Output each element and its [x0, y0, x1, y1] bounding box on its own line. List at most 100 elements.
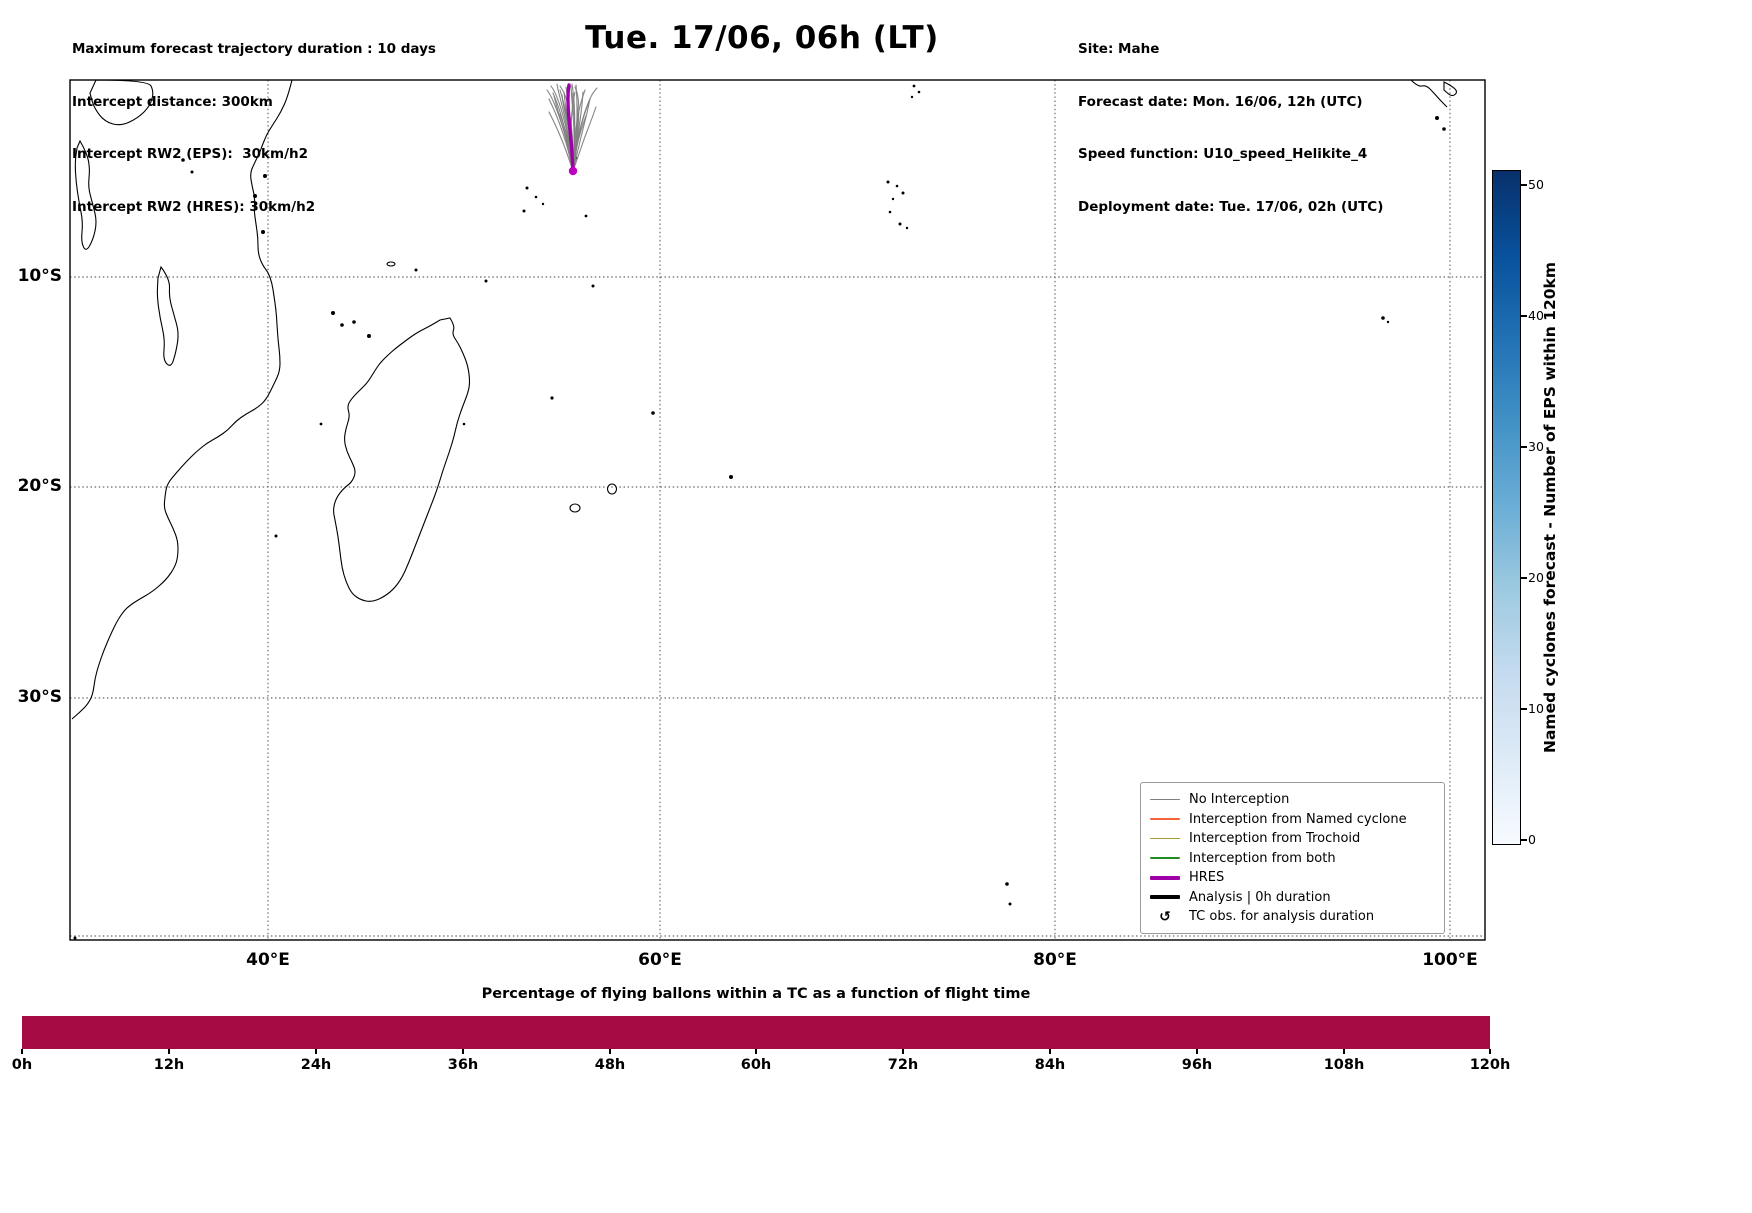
eps-trajectory — [572, 106, 597, 172]
strip-tick-label-5: 60h — [740, 1057, 772, 1073]
landmass-outline — [74, 139, 97, 250]
strip-tick-label-0: 0h — [11, 1057, 33, 1073]
forecast-date-text: Forecast date: Mon. 16/06, 12h (UTC) — [1078, 93, 1363, 110]
legend-line-sample — [1150, 895, 1180, 899]
strip-tick-label-8: 96h — [1181, 1057, 1213, 1073]
strip-tick-mark-0 — [21, 1049, 23, 1054]
island-dot — [895, 184, 899, 188]
colorbar-tick-mark-0 — [1521, 839, 1527, 841]
strip-chart-bar — [22, 1016, 1490, 1049]
colorbar-tick-label-0: 0 — [1528, 832, 1536, 847]
island-dot — [73, 936, 77, 940]
strip-tick-mark-9 — [1343, 1049, 1345, 1054]
island-dot — [414, 268, 418, 272]
island-dot — [891, 197, 895, 201]
island-dot — [253, 194, 257, 198]
colorbar-tick-mark-5 — [1521, 184, 1527, 186]
landmass-outline — [1443, 81, 1458, 97]
eps-trajectory — [571, 83, 576, 172]
island-dot — [898, 222, 902, 226]
strip-tick-mark-10 — [1489, 1049, 1491, 1054]
island-dot — [1435, 116, 1439, 120]
colorbar-tick-mark-1 — [1521, 708, 1527, 710]
eps-trajectory — [546, 89, 574, 172]
strip-tick-mark-2 — [315, 1049, 317, 1054]
site-text: Site: Mahe — [1078, 41, 1160, 57]
y-axis-tick-label-1: 20°S — [17, 476, 62, 496]
island-dot — [651, 411, 655, 415]
island-dot — [261, 230, 265, 234]
map-border — [69, 79, 1486, 941]
legend-line — [1150, 837, 1180, 840]
island-dot — [910, 95, 914, 99]
legend-item-4: HRES — [1150, 868, 1435, 887]
island-dot — [352, 320, 356, 324]
colorbar-tick-mark-3 — [1521, 446, 1527, 448]
legend-line — [1150, 857, 1180, 859]
colorbar-tick-label-4: 40 — [1528, 308, 1544, 323]
legend-label: TC obs. for analysis duration — [1189, 909, 1375, 924]
island-dot — [1381, 316, 1385, 320]
eps-trajectory — [572, 101, 590, 172]
island-dot — [912, 84, 916, 88]
colorbar-tick-label-3: 30 — [1528, 439, 1544, 454]
colorbar-tick-label-2: 20 — [1528, 570, 1544, 585]
legend-line-sample — [1150, 857, 1180, 859]
island-dot — [917, 90, 921, 94]
eps-trajectory — [548, 111, 574, 172]
island-dot — [462, 422, 466, 426]
strip-tick-label-2: 24h — [300, 1057, 332, 1073]
strip-tick-mark-1 — [168, 1049, 170, 1054]
legend-item-2: Interception from Trochoid — [1150, 829, 1435, 848]
island-dot — [319, 422, 323, 426]
island-outline — [606, 483, 618, 495]
island-dot — [340, 323, 344, 327]
island-dot — [274, 534, 278, 538]
eps-trajectory — [572, 98, 591, 172]
island-dot — [886, 180, 890, 184]
island-dot — [1442, 127, 1446, 131]
strip-tick-mark-8 — [1196, 1049, 1198, 1054]
landmass-outline — [156, 265, 179, 366]
colorbar-tick-label-1: 10 — [1528, 701, 1544, 716]
legend-label: Interception from Trochoid — [1189, 831, 1361, 846]
x-axis-tick-label-1: 60°E — [638, 950, 682, 970]
island-outline — [386, 261, 396, 267]
strip-tick-label-10: 120h — [1469, 1057, 1511, 1073]
legend-label: Interception from both — [1189, 850, 1336, 866]
legend-line-sample — [1150, 875, 1180, 880]
x-axis-tick-label-3: 100°E — [1422, 950, 1478, 970]
island-dot — [550, 396, 554, 400]
island-dot — [1008, 902, 1012, 906]
strip-tick-label-1: 12h — [153, 1057, 185, 1073]
legend-label: Analysis | 0h duration — [1189, 889, 1331, 905]
legend-item-3: Interception from both — [1150, 849, 1435, 868]
x-axis-tick-label-2: 80°E — [1033, 950, 1077, 970]
island-dot — [534, 195, 538, 199]
deployment-point — [568, 166, 578, 176]
legend-label: Interception from Named cyclone — [1189, 811, 1407, 827]
legend-item-0: No Interception — [1150, 790, 1435, 809]
island-dot — [729, 475, 733, 479]
speed-function-text: Speed function: U10_speed_Helikite_4 — [1078, 146, 1368, 162]
island-outline — [569, 503, 581, 513]
y-axis-tick-label-2: 30°S — [17, 687, 62, 707]
legend-item-6: ↺ TC obs. for analysis duration — [1150, 907, 1435, 926]
strip-tick-mark-6 — [902, 1049, 904, 1054]
island-dot — [522, 209, 526, 213]
landmass-outline — [89, 79, 154, 126]
tc-obs-icon: ↺ — [1150, 909, 1180, 925]
island-dot — [901, 191, 905, 195]
figure-title: Tue. 17/06, 06h (LT) — [585, 20, 939, 56]
landmass-outline — [333, 317, 471, 602]
max-duration-text: Maximum forecast trajectory duration : 1… — [72, 41, 436, 57]
legend-line — [1150, 895, 1180, 899]
colorbar-label: Named cyclones forecast - Number of EPS … — [1541, 262, 1559, 753]
colorbar — [1492, 170, 1521, 845]
rotate-ccw-icon: ↺ — [1159, 908, 1171, 925]
island-dot — [263, 174, 267, 178]
legend-line — [1150, 875, 1180, 880]
island-dot — [905, 226, 909, 230]
legend-line — [1150, 798, 1180, 801]
